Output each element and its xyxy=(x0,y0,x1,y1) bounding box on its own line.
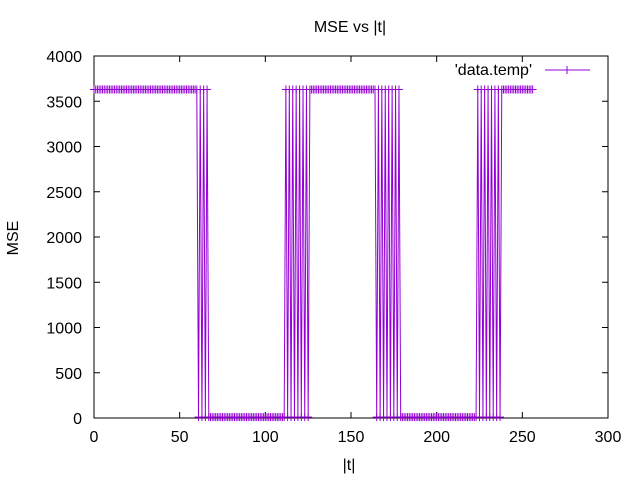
data-point xyxy=(304,413,313,422)
y-tick-label: 2000 xyxy=(46,230,82,247)
plot-frame xyxy=(93,55,609,419)
legend-label: 'data.temp' xyxy=(455,62,532,79)
data-series xyxy=(90,85,537,422)
chart-title: MSE vs |t| xyxy=(314,19,386,36)
series-line xyxy=(94,88,533,418)
data-point xyxy=(203,85,212,94)
data-point xyxy=(496,413,505,422)
y-tick-label: 4000 xyxy=(46,49,82,66)
data-point xyxy=(394,85,403,94)
x-tick-label: 250 xyxy=(509,429,536,446)
x-tick-label: 200 xyxy=(423,429,450,446)
y-tick-label: 1500 xyxy=(46,275,82,292)
y-axis-label: MSE xyxy=(5,221,22,256)
legend: 'data.temp' xyxy=(455,62,590,79)
y-tick-label: 3500 xyxy=(46,94,82,111)
y-tick-label: 0 xyxy=(73,411,82,428)
y-tick-label: 1000 xyxy=(46,321,82,338)
y-tick-label: 3000 xyxy=(46,140,82,157)
x-tick-label: 150 xyxy=(338,429,365,446)
x-tick-label: 100 xyxy=(252,429,279,446)
y-tick-label: 500 xyxy=(55,366,82,383)
x-tick-label: 50 xyxy=(171,429,189,446)
plot-axes: 0 50 100 150 200 250 3000500100015002000250030… xyxy=(46,49,621,446)
data-point xyxy=(528,85,537,94)
x-tick-label: 300 xyxy=(595,429,622,446)
x-tick-label: 0 xyxy=(90,429,99,446)
y-tick-label: 2500 xyxy=(46,185,82,202)
x-axis-label: |t| xyxy=(343,457,356,474)
